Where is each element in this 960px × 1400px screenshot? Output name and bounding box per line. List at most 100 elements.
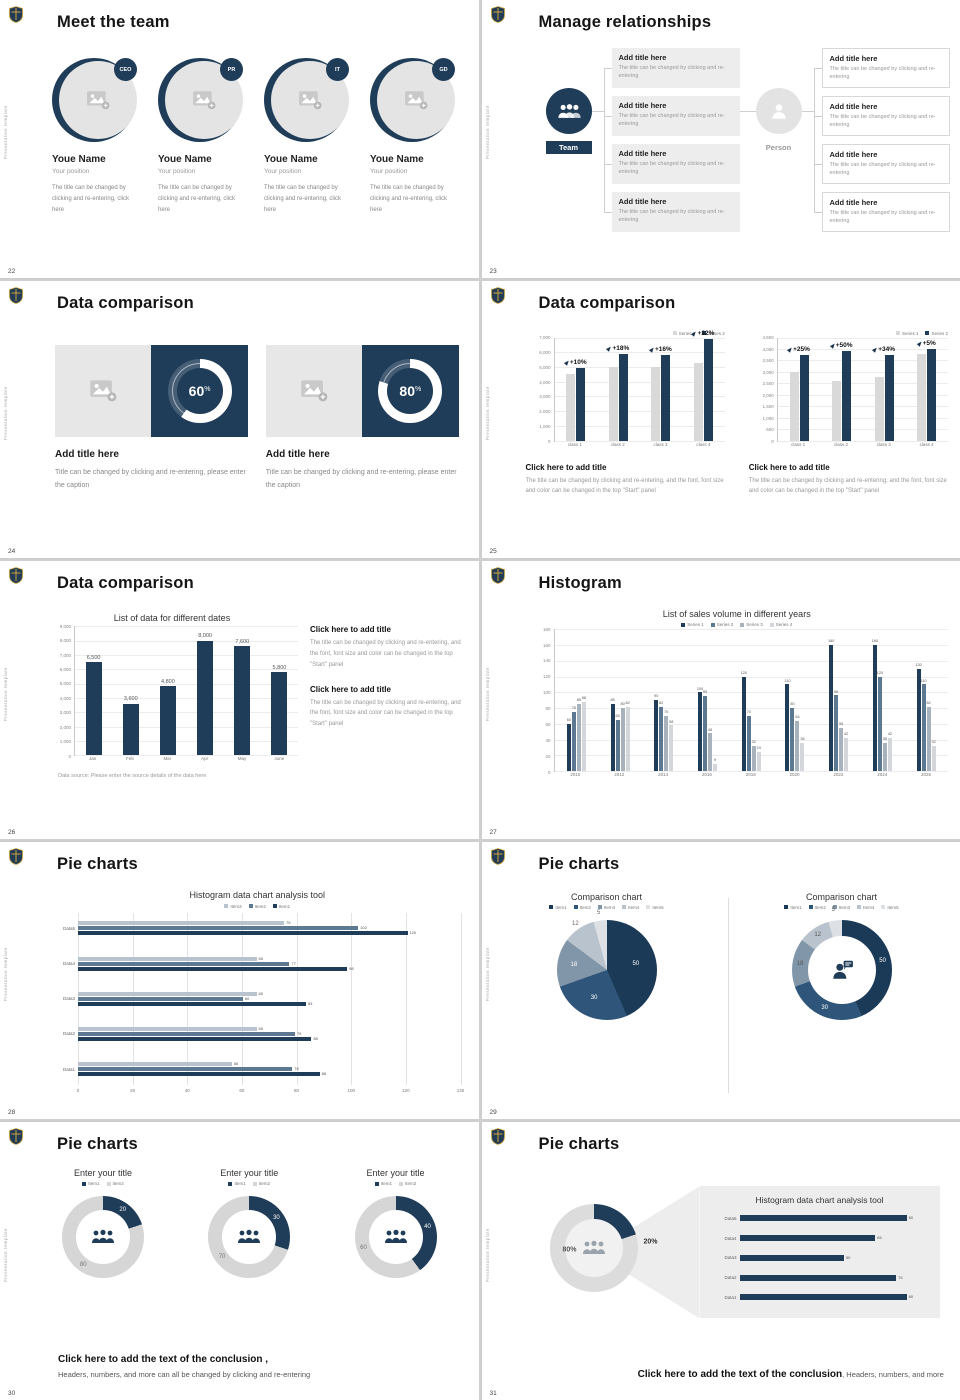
vertical-side-text: Presentation template bbox=[484, 386, 490, 441]
h-bars: 75 bbox=[739, 1274, 928, 1281]
c-bar bbox=[659, 706, 664, 772]
conclusion-bold: Click here to add the text of the conclu… bbox=[637, 1369, 843, 1381]
c-body: 4,500 4,000 3,500 3,000 2,500 2,000 1,500 1,000… bbox=[749, 335, 948, 444]
pie-wrap: 30 70 bbox=[184, 1196, 314, 1279]
h-xtick: 0 bbox=[76, 1087, 80, 1093]
lg-sw bbox=[681, 622, 686, 627]
lg-sw bbox=[374, 1181, 379, 1186]
c-bar bbox=[234, 646, 251, 756]
lg-item: Series 3 bbox=[740, 622, 763, 627]
h-bar bbox=[78, 956, 257, 961]
card-donut-panel: 80% bbox=[362, 344, 459, 437]
card-image-placeholder bbox=[55, 344, 152, 437]
card-donut-panel: 60% bbox=[151, 344, 248, 437]
lg-lb: Item3 bbox=[838, 904, 851, 910]
title-box[interactable]: Add title here The title can be changed … bbox=[821, 192, 950, 232]
slide-31[interactable]: Presentation template Pie charts 20% 80% … bbox=[481, 1122, 960, 1400]
title-box[interactable]: Add title here The title can be changed … bbox=[821, 96, 950, 136]
c-bar bbox=[571, 712, 576, 772]
c-blabel: 70 bbox=[746, 710, 751, 715]
conclusion-text: Headers, numbers, and more can all be ch… bbox=[58, 1370, 311, 1380]
dp-text: 80% bbox=[399, 384, 421, 398]
c-barwrap: 4,800 bbox=[159, 626, 176, 756]
c-barwrap: 24 bbox=[757, 629, 761, 772]
slide-title: Manage relationships bbox=[538, 13, 712, 31]
block-title: Click here to add title bbox=[310, 625, 391, 635]
slide-title: Pie charts bbox=[57, 854, 138, 873]
slide-30[interactable]: Presentation template Pie charts Enter y… bbox=[0, 1122, 479, 1400]
c-group: 110 80 64 36 bbox=[773, 629, 817, 772]
c-group: 60 75 85 88 bbox=[555, 629, 599, 772]
donut-chart-20-80: 20 80 bbox=[62, 1196, 144, 1279]
member-photo-circle: GD bbox=[370, 58, 455, 142]
c-bar bbox=[625, 706, 630, 772]
c-grid bbox=[554, 771, 948, 773]
pie-label: 70 bbox=[218, 1254, 226, 1261]
c-bars: 130 110 82 32 bbox=[904, 629, 948, 772]
h-bars: 80 bbox=[739, 1215, 928, 1222]
title-box[interactable]: Add title here The title can be changed … bbox=[821, 48, 950, 88]
h-line: 98 bbox=[78, 965, 463, 971]
page-number: 22 bbox=[8, 267, 16, 275]
c-barwrap bbox=[661, 338, 671, 441]
c-ann-text: +16% bbox=[655, 346, 672, 354]
c-ann: +25% bbox=[786, 346, 810, 353]
slide-25[interactable]: Presentation template Data comparison Se… bbox=[481, 280, 960, 559]
h-line: 120 bbox=[78, 931, 463, 936]
grouped-bar-chart-left: Series 1 Series 2 7,000 6,000 5,000 4,000 3,00… bbox=[526, 330, 725, 451]
slide-29[interactable]: Presentation template Pie charts Compari… bbox=[481, 841, 960, 1120]
c-barwrap bbox=[799, 338, 809, 441]
title-box[interactable]: Add title here The title can be changed … bbox=[611, 48, 740, 88]
c-bar bbox=[829, 644, 834, 772]
slide-title: Data comparison bbox=[57, 293, 194, 312]
c-ann: +34% bbox=[872, 346, 895, 353]
member-photo-circle: IT bbox=[264, 58, 349, 142]
c-bar bbox=[581, 701, 586, 772]
c-grid bbox=[75, 626, 298, 628]
c-xtick: class 3 bbox=[876, 441, 891, 447]
slide-22[interactable]: Presentation template Meet the team CEO … bbox=[0, 0, 479, 278]
university-crest-icon bbox=[9, 567, 23, 584]
h-val: 98 bbox=[349, 965, 354, 971]
h-line: 102 bbox=[78, 926, 463, 931]
h-bars: 50 bbox=[739, 1254, 928, 1261]
chart-legend: Item1 Item2 Item3 Item4 Item5 bbox=[737, 905, 947, 910]
member-caption: The title can be changed by clicking and… bbox=[264, 185, 342, 213]
page-number: 25 bbox=[489, 548, 497, 556]
lg-lb: Series 1 bbox=[678, 330, 696, 336]
c-grid bbox=[777, 349, 948, 351]
slide-26[interactable]: Presentation template Data comparison Li… bbox=[0, 561, 479, 839]
slide-28[interactable]: Presentation template Pie charts Histogr… bbox=[0, 841, 479, 1120]
c-grid bbox=[554, 644, 948, 646]
title-box[interactable]: Add title here The title can be changed … bbox=[821, 144, 950, 184]
title-box[interactable]: Add title here The title can be changed … bbox=[611, 96, 740, 136]
c-blabel: 70 bbox=[664, 710, 669, 715]
c-barwrap: 160 bbox=[872, 629, 878, 772]
connector-line bbox=[813, 68, 815, 213]
slide-title: Histogram bbox=[538, 574, 622, 593]
h-line: 56 bbox=[78, 1062, 463, 1067]
pie-hole bbox=[76, 1210, 130, 1265]
c-ann: +16% bbox=[648, 346, 672, 354]
h-line: 65 bbox=[78, 1026, 463, 1031]
chart-title: Comparison chart bbox=[570, 891, 643, 902]
slide-24[interactable]: Presentation template Data comparison 60… bbox=[0, 280, 479, 559]
lg-lb: Series 2 bbox=[708, 330, 725, 336]
dp-hole: 60% bbox=[176, 367, 223, 414]
title-box[interactable]: Add title here The title can be changed … bbox=[611, 192, 740, 232]
h-line: 65 bbox=[78, 991, 463, 996]
slide-27[interactable]: Presentation template Histogram List of … bbox=[481, 561, 960, 839]
slide-23[interactable]: Presentation template Manage relationshi… bbox=[481, 0, 960, 278]
h-cat: Data5 bbox=[724, 1215, 737, 1221]
vertical-side-text: Presentation template bbox=[3, 947, 8, 1002]
title-box[interactable]: Add title here The title can be changed … bbox=[611, 144, 740, 184]
team-label: Team bbox=[545, 141, 592, 154]
panel-bar-chart: Histogram data chart analysis tool Data5 8… bbox=[712, 1195, 928, 1307]
h-row: Data2 65 79 85 bbox=[52, 1026, 463, 1041]
dp-thin bbox=[382, 362, 439, 419]
c-group: 100 95 48 9 bbox=[686, 629, 730, 772]
c-xtick: 2014 bbox=[658, 772, 669, 778]
c-xtick: 2018 bbox=[745, 772, 756, 778]
h-val: 75 bbox=[898, 1274, 903, 1280]
c-group: 7,600 bbox=[224, 626, 261, 756]
